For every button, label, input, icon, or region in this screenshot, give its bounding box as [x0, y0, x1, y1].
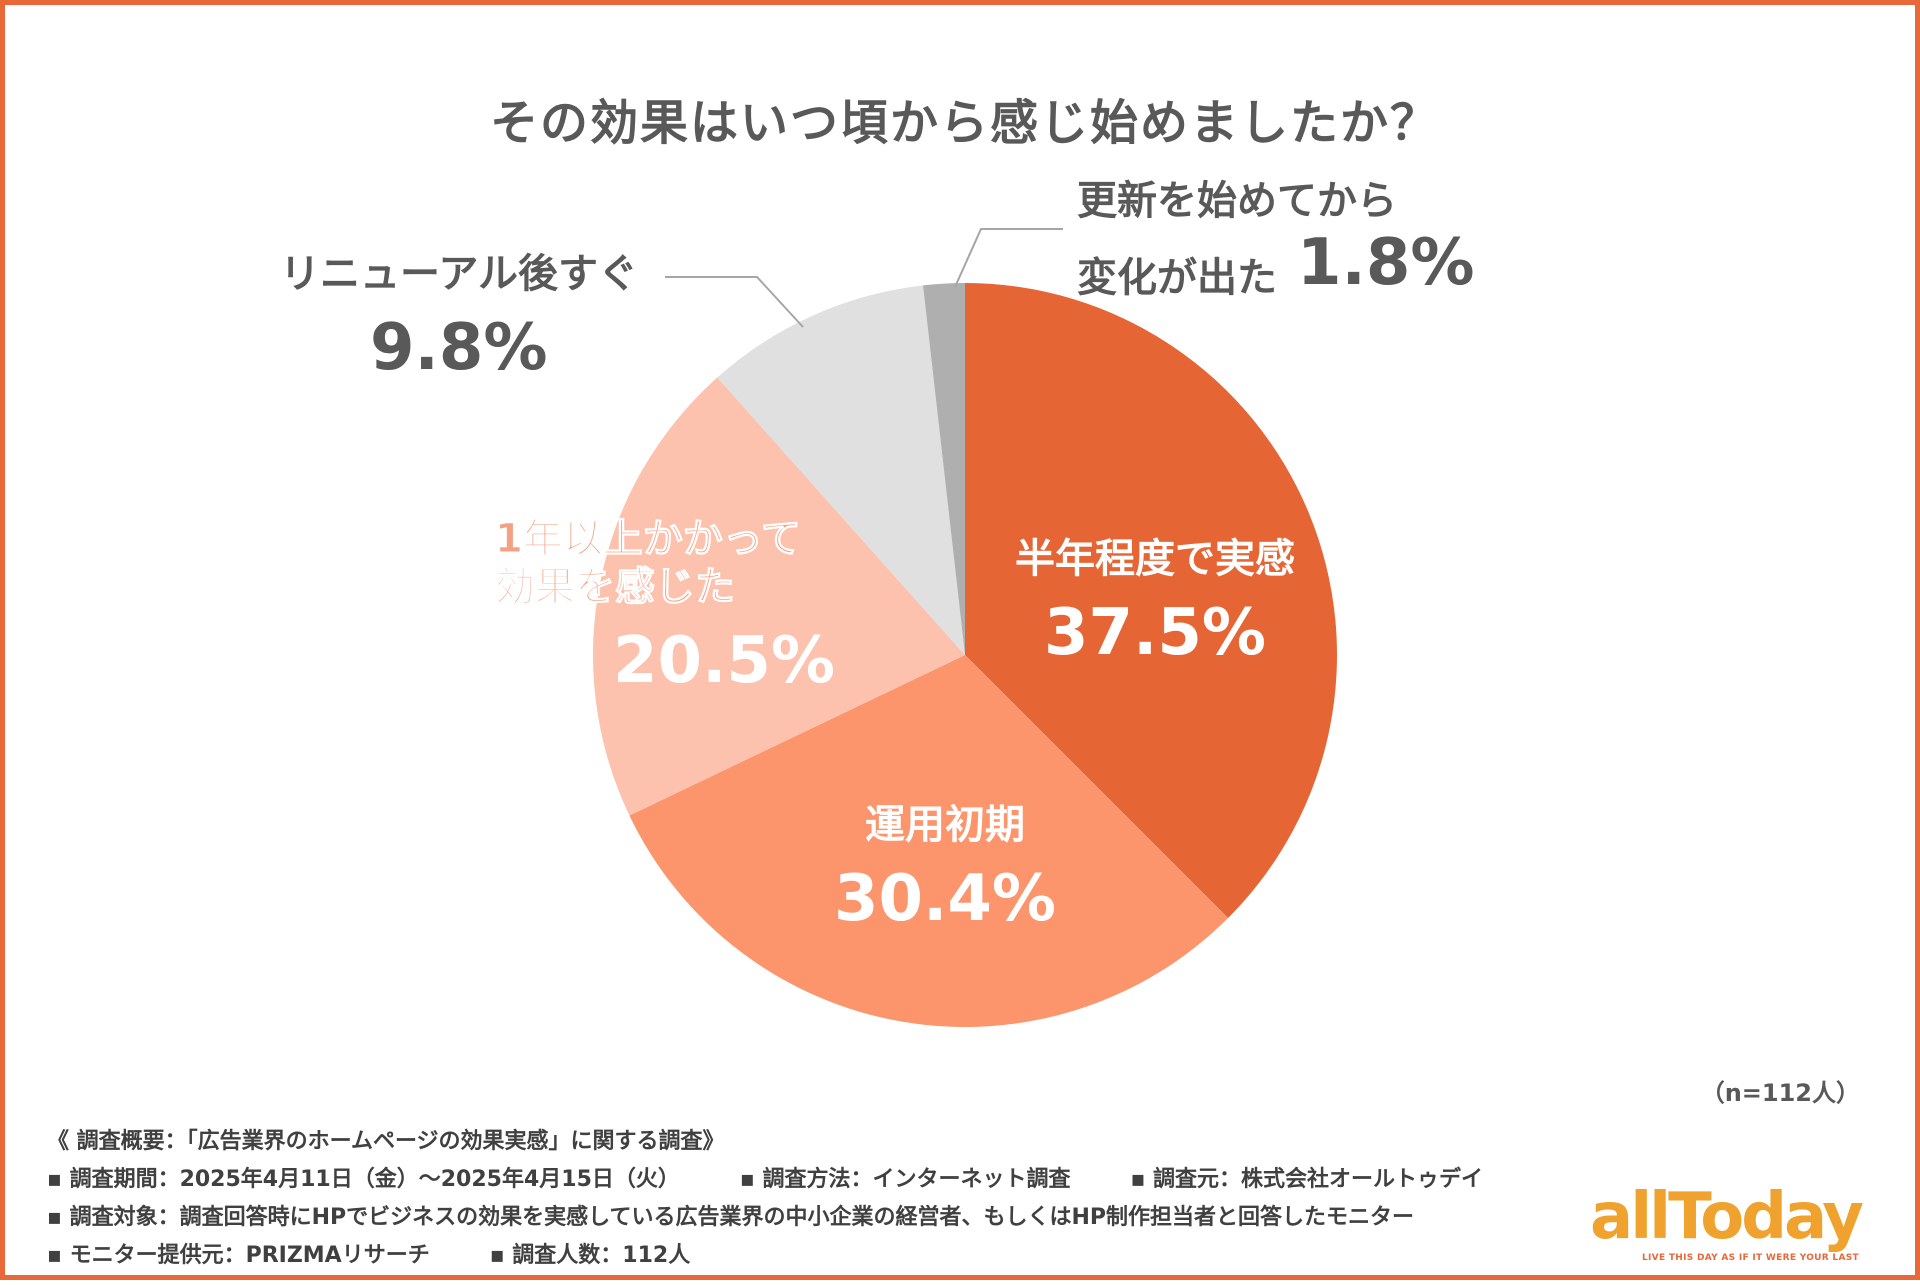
slice-name: 半年程度で実感 [1015, 536, 1295, 582]
slice-label-early-operation: 運用初期 30.4% [795, 801, 1095, 938]
alltoday-logo: allToday LIVE THIS DAY AS IF IT WERE YOU… [1590, 1185, 1890, 1275]
slice-name-line1: 更新を始めてから [1077, 178, 1397, 224]
slice-name: 運用初期 [865, 802, 1025, 848]
slice-label-right-after-renewal: リニューアル後すぐ 9.8% [280, 250, 638, 387]
survey-count: ▪ 調査人数：112人 [489, 1243, 691, 1268]
slice-percent: 37.5% [1043, 596, 1267, 670]
slice-percent: 20.5% [613, 624, 836, 698]
pie-slice-over-one-year [592, 377, 965, 816]
slice-name-line1: 1年以上かかって [495, 516, 802, 563]
pie-chart [592, 228, 1338, 1027]
slice-percent: 1.8% [1297, 226, 1475, 300]
survey-heading: 《 調査概要：「広告業界のホームページの効果実感」に関する調査》 [47, 1129, 725, 1154]
slice-label-over-one-year: 1年以上かかって 効果を感じた 20.5% [495, 515, 855, 700]
survey-source: ▪ 調査元：株式会社オールトゥデイ [1130, 1167, 1484, 1192]
chart-title: その効果はいつ頃から感じ始めましたか？ [489, 95, 1440, 151]
slice-label-half-year: 半年程度で実感 37.5% [985, 535, 1325, 672]
sample-size-note: （n=112人） [1700, 1079, 1860, 1107]
slice-name-line2: 効果を感じた [495, 564, 736, 611]
slice-percent: 30.4% [833, 862, 1057, 936]
slice-label-after-updates: 更新を始めてから 変化が出た 1.8% [1077, 177, 1475, 302]
survey-method: ▪ 調査方法：インターネット調査 [739, 1167, 1071, 1192]
survey-notes: 《 調査概要：「広告業界のホームページの効果実感」に関する調査》 ▪ 調査期間：… [47, 1123, 1483, 1275]
slice-percent: 9.8% [370, 311, 548, 385]
pie-slice-right-after-renewal [717, 285, 965, 655]
logo-tagline: LIVE THIS DAY AS IF IT WERE YOUR LAST [1642, 1253, 1859, 1263]
pie-slice-half-year [965, 283, 1338, 919]
leader-line-after-updates [954, 228, 1063, 288]
survey-target: ▪ 調査対象：調査回答時にHPでビジネスの効果を実感している広告業界の中小企業の… [47, 1205, 1414, 1230]
leader-line-right-after-renewal [665, 276, 804, 328]
survey-period: ▪ 調査期間：2025年4月11日（金）～2025年4月15日（火） [47, 1167, 680, 1192]
slice-name: リニューアル後すぐ [280, 251, 638, 297]
survey-provider: ▪ モニター提供元：PRIZMAリサーチ [47, 1243, 430, 1268]
slice-name-line2: 変化が出た [1077, 254, 1277, 301]
pie-slice-early-operation [629, 655, 1229, 1027]
pie-slice-after-updates [923, 283, 965, 655]
logo-text: allToday [1590, 1180, 1864, 1254]
